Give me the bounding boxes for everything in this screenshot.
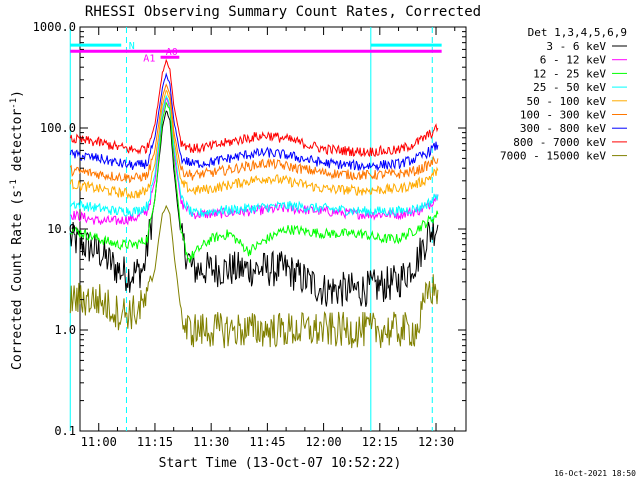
series-line xyxy=(69,89,439,200)
legend-entry-label: 3 - 6 keV xyxy=(546,40,606,53)
annotation-bars: N A0 A1 xyxy=(70,41,442,64)
legend-entry-label: 300 - 800 keV xyxy=(520,122,606,135)
chart-title: RHESSI Observing Summary Count Rates, Co… xyxy=(85,4,481,20)
y-axis-ticks: 1000.0 100.0 10.0 1.0 0.1 xyxy=(33,20,466,438)
series-line xyxy=(69,204,439,349)
legend-header: Det 1,3,4,5,6,9 xyxy=(528,26,627,39)
legend-entry-label: 6 - 12 keV xyxy=(540,54,607,67)
vertical-markers xyxy=(69,27,433,431)
y-tick-label: 1.0 xyxy=(54,323,76,337)
series-line xyxy=(69,110,439,307)
y-tick-label: 1000.0 xyxy=(33,20,76,34)
x-axis-ticks: 11:00 11:15 11:30 11:45 12:00 12:15 12:30 xyxy=(79,27,456,449)
y-tick-label: 10.0 xyxy=(47,222,76,236)
x-tick-label: 12:00 xyxy=(306,435,342,449)
series-lines xyxy=(69,58,439,349)
series-line xyxy=(70,94,439,218)
y-axis-label: Corrected Count Rate (s-1 detector-1) xyxy=(9,90,25,370)
plot-area-border xyxy=(79,26,467,432)
y-tick-label: 100.0 xyxy=(40,121,76,135)
legend-entry-label: 50 - 100 keV xyxy=(527,95,607,108)
legend-entry-label: 25 - 50 keV xyxy=(533,81,606,94)
series-line xyxy=(69,83,439,184)
x-tick-label: 11:45 xyxy=(249,435,285,449)
plot-frame xyxy=(79,26,467,432)
x-tick-label: 12:30 xyxy=(418,435,454,449)
annotation-label: A0 xyxy=(166,47,178,58)
x-tick-label: 11:30 xyxy=(193,435,229,449)
x-tick-label: 11:00 xyxy=(81,435,117,449)
legend-entry-label: 7000 - 15000 keV xyxy=(500,150,606,163)
x-axis-label: Start Time (13-Oct-07 10:52:22) xyxy=(159,456,402,471)
legend-entry-label: 800 - 7000 keV xyxy=(513,136,606,149)
legend-entry-label: 100 - 300 keV xyxy=(520,109,606,122)
legend-entry-label: 12 - 25 keV xyxy=(533,67,606,80)
series-line xyxy=(69,58,439,158)
series-line xyxy=(70,101,439,263)
x-tick-label: 12:15 xyxy=(362,435,398,449)
series-line xyxy=(69,72,439,172)
footer-date: 16-Oct-2021 18:50 xyxy=(554,469,636,478)
annotation-label: N xyxy=(129,41,135,52)
y-tick-label: 0.1 xyxy=(54,424,76,438)
x-tick-label: 11:15 xyxy=(137,435,173,449)
annotation-label: A1 xyxy=(143,53,155,64)
series-line xyxy=(70,95,439,226)
